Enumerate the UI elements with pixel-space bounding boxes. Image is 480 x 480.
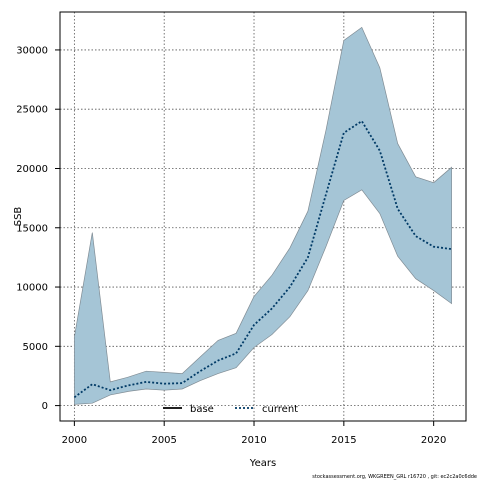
- y-tick-label-25000: 25000: [16, 105, 48, 116]
- y-tick-label-5000: 5000: [23, 342, 48, 353]
- y-tick-label-15000: 15000: [16, 223, 48, 234]
- y-tick-label-10000: 10000: [16, 283, 48, 294]
- x-tick-label-2000: 2000: [62, 435, 87, 446]
- legend-base-label: base: [190, 404, 214, 415]
- y-axis-ticks: 0 5000 10000 15000 20000 25000 30000: [16, 45, 60, 412]
- plot-frame: [59, 11, 467, 422]
- confidence-band: [74, 26, 452, 405]
- legend-current-label: current: [262, 404, 298, 415]
- legend: base current: [163, 404, 298, 415]
- y-tick-label-20000: 20000: [16, 164, 48, 175]
- x-axis-ticks: 2000 2005 2010 2015 2020: [62, 421, 446, 446]
- series-current-line: [73, 119, 452, 399]
- x-tick-label-2005: 2005: [151, 435, 176, 446]
- x-tick-label-2020: 2020: [421, 435, 446, 446]
- x-axis-label: Years: [249, 458, 276, 469]
- y-tick-label-0: 0: [42, 401, 48, 412]
- x-tick-label-2010: 2010: [241, 435, 266, 446]
- y-tick-label-30000: 30000: [16, 45, 48, 56]
- x-tick-label-2015: 2015: [331, 435, 356, 446]
- y-axis-label: SSB: [13, 207, 24, 227]
- footer-credit: stockassessment.org, WKGREEN_GRL r16720 …: [312, 474, 477, 480]
